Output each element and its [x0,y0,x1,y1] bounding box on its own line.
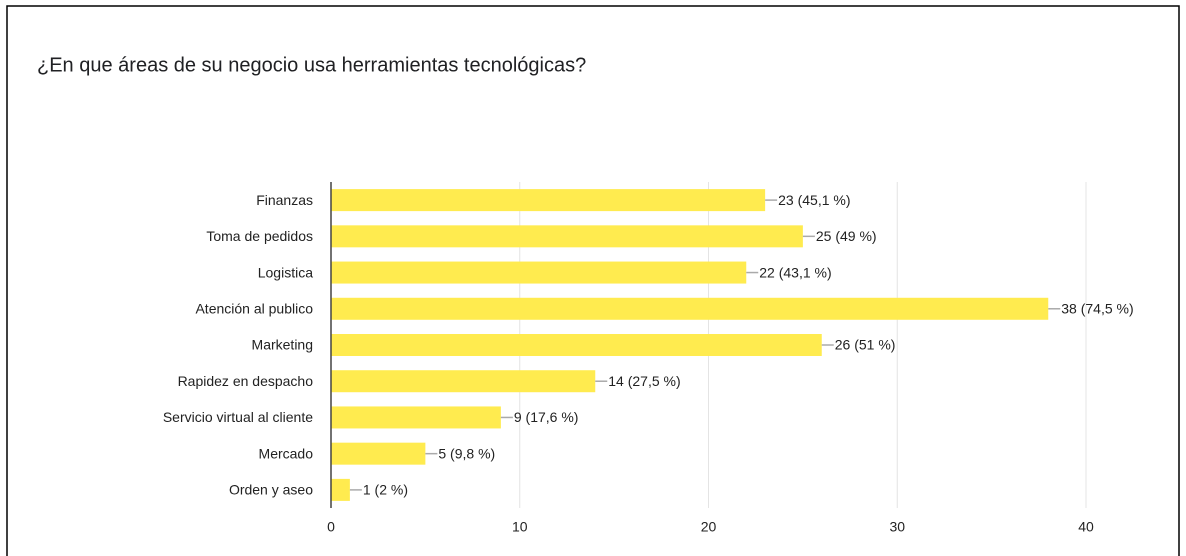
y-tick-label: Rapidez en despacho [178,373,314,389]
bar [331,225,803,248]
value-label: 26 (51 %) [835,337,896,353]
x-tick-label: 40 [1078,519,1094,535]
bar [331,297,1049,320]
value-label: 14 (27,5 %) [608,373,680,389]
bar [331,478,350,501]
bar [331,261,747,284]
x-tick-label: 30 [889,519,905,535]
bar [331,189,766,212]
bar [331,370,596,393]
x-tick-label: 0 [327,519,335,535]
y-tick-label: Finanzas [256,192,313,208]
value-label: 23 (45,1 %) [778,192,850,208]
y-tick-label: Logistica [258,264,313,280]
value-label: 5 (9,8 %) [438,445,495,461]
value-label: 9 (17,6 %) [514,409,579,425]
value-label: 38 (74,5 %) [1061,300,1133,316]
value-label: 1 (2 %) [363,482,408,498]
bar [331,442,426,465]
y-tick-label: Marketing [252,337,313,353]
y-tick-label: Servicio virtual al cliente [163,409,313,425]
x-tick-label: 20 [701,519,717,535]
y-tick-label: Atención al publico [195,300,313,316]
value-label: 25 (49 %) [816,228,877,244]
bar [331,406,501,429]
chart-title: ¿En que áreas de su negocio usa herramie… [37,54,586,76]
bar [331,334,822,356]
y-tick-label: Mercado [259,445,314,461]
x-tick-label: 10 [512,519,528,535]
value-label: 22 (43,1 %) [759,264,831,280]
y-tick-label: Toma de pedidos [206,228,313,244]
y-tick-label: Orden y aseo [229,482,313,498]
